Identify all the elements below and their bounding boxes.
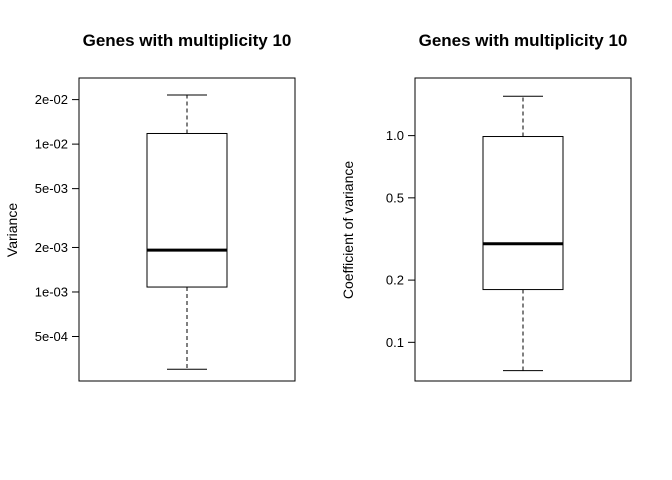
panel-variance: Genes with multiplicity 10 Variance 5e-0… (4, 31, 296, 382)
y-tick-label: 5e-03 (35, 181, 68, 196)
iqr-box (482, 136, 564, 291)
y-axis: 0.1 0.2 0.5 1.0 (386, 128, 416, 350)
y-tick-label: 1.0 (386, 128, 404, 143)
y-axis-label: Variance (4, 203, 20, 257)
boxplot (146, 94, 228, 370)
y-tick-label: 1e-02 (35, 137, 68, 152)
boxplot (482, 95, 564, 372)
y-axis: 5e-04 1e-03 2e-03 5e-03 1e-02 2e-02 (35, 92, 80, 344)
y-tick-label: 1e-03 (35, 284, 68, 299)
panel-coefficient-of-variance: Genes with multiplicity 10 Coefficient o… (340, 31, 632, 382)
chart-title: Genes with multiplicity 10 (419, 31, 628, 50)
chart-title: Genes with multiplicity 10 (83, 31, 292, 50)
y-tick-label: 2e-02 (35, 92, 68, 107)
y-axis-label: Coefficient of variance (340, 161, 356, 299)
y-tick-label: 0.2 (386, 273, 404, 288)
y-tick-label: 2e-03 (35, 240, 68, 255)
y-tick-label: 5e-04 (35, 329, 68, 344)
iqr-box (146, 132, 228, 288)
y-tick-label: 0.1 (386, 335, 404, 350)
y-tick-label: 0.5 (386, 190, 404, 205)
